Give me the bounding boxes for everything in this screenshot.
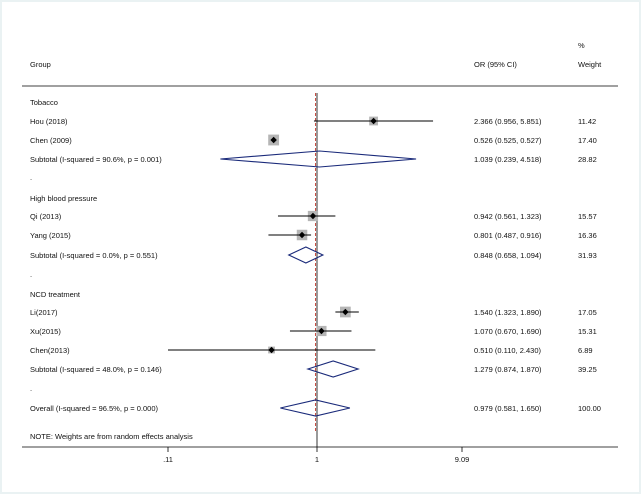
subtotal-diamond	[287, 246, 325, 264]
footnote: NOTE: Weights are from random effects an…	[30, 432, 193, 441]
study-label: Li(2017)	[30, 308, 58, 317]
subtotal-or-ci: 1.279 (0.874, 1.870)	[474, 365, 542, 374]
header-weight: Weight	[578, 60, 602, 69]
subtotal-label: Subtotal (I-squared = 0.0%, p = 0.551)	[30, 251, 158, 260]
study-or-ci: 1.540 (1.323, 1.890)	[474, 308, 542, 317]
study-weight: 11.42	[578, 117, 596, 126]
study-point	[370, 117, 377, 125]
spacer-dot: .	[30, 270, 32, 279]
overall-or-ci: 0.979 (0.581, 1.650)	[474, 404, 542, 413]
group-header: NCD treatment	[30, 290, 81, 299]
study-or-ci: 1.070 (0.670, 1.690)	[474, 327, 542, 336]
subtotal-or-ci: 0.848 (0.658, 1.094)	[474, 251, 542, 260]
x-tick-label: 9.09	[455, 455, 470, 464]
study-or-ci: 0.942 (0.561, 1.323)	[474, 212, 542, 221]
header-weight-pct: %	[578, 41, 585, 50]
study-point	[268, 346, 275, 354]
spacer-dot: .	[30, 384, 32, 393]
group-header: Tobacco	[30, 98, 58, 107]
study-or-ci: 0.801 (0.487, 0.916)	[474, 231, 542, 240]
study-or-ci: 0.510 (0.110, 2.430)	[474, 346, 541, 355]
study-weight: 17.05	[578, 308, 597, 317]
study-point	[270, 136, 277, 144]
subtotal-weight: 31.93	[578, 251, 597, 260]
subtotal-label: Subtotal (I-squared = 90.6%, p = 0.001)	[30, 155, 162, 164]
study-point	[309, 212, 317, 220]
header-group: Group	[30, 60, 51, 69]
study-label: Hou (2018)	[30, 117, 68, 126]
header-or-ci: OR (95% CI)	[474, 60, 517, 69]
study-weight: 15.57	[578, 212, 597, 221]
subtotal-weight: 28.82	[578, 155, 597, 164]
study-or-ci: 0.526 (0.525, 0.527)	[474, 136, 542, 145]
subtotal-or-ci: 1.039 (0.239, 4.518)	[474, 155, 542, 164]
study-weight: 17.40	[578, 136, 597, 145]
group-header: High blood pressure	[30, 194, 97, 203]
study-label: Qi (2013)	[30, 212, 62, 221]
overall-label: Overall (I-squared = 96.5%, p = 0.000)	[30, 404, 158, 413]
study-label: Yang (2015)	[30, 231, 71, 240]
overall-diamond	[280, 399, 351, 417]
x-tick-label: .11	[163, 455, 173, 464]
subtotal-label: Subtotal (I-squared = 48.0%, p = 0.146)	[30, 365, 162, 374]
study-point	[342, 308, 349, 316]
study-label: Chen(2013)	[30, 346, 70, 355]
study-label: Xu(2015)	[30, 327, 61, 336]
subtotal-diamond	[220, 150, 417, 168]
study-weight: 16.36	[578, 231, 597, 240]
study-or-ci: 2.366 (0.956, 5.851)	[474, 117, 542, 126]
spacer-dot: .	[30, 173, 32, 182]
study-label: Chen (2009)	[30, 136, 72, 145]
study-weight: 6.89	[578, 346, 593, 355]
study-point	[318, 327, 325, 335]
subtotal-weight: 39.25	[578, 365, 597, 374]
x-tick-label: 1	[315, 455, 319, 464]
overall-weight: 100.00	[578, 404, 601, 413]
study-point	[298, 231, 306, 239]
study-weight: 15.31	[578, 327, 597, 336]
subtotal-diamond	[306, 360, 360, 378]
